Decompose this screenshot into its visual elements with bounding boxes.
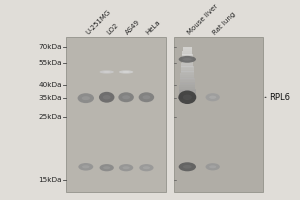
Text: 40kDa: 40kDa <box>38 82 62 88</box>
Text: AS49: AS49 <box>125 19 142 36</box>
Bar <box>181 73 194 75</box>
Bar <box>180 83 195 85</box>
Ellipse shape <box>118 92 134 102</box>
Bar <box>179 89 196 91</box>
Ellipse shape <box>122 166 130 169</box>
Ellipse shape <box>82 165 89 168</box>
Bar <box>180 75 194 77</box>
Text: Mouse liver: Mouse liver <box>186 3 219 36</box>
Bar <box>182 51 192 53</box>
Bar <box>182 58 193 60</box>
Bar <box>179 90 196 92</box>
Ellipse shape <box>103 95 111 99</box>
Bar <box>181 68 194 70</box>
Ellipse shape <box>119 70 133 74</box>
Bar <box>181 66 194 68</box>
Ellipse shape <box>119 164 133 171</box>
Ellipse shape <box>103 166 110 169</box>
Ellipse shape <box>209 96 216 99</box>
Bar <box>179 85 195 87</box>
Ellipse shape <box>143 166 150 169</box>
Bar <box>178 95 196 97</box>
Bar <box>183 47 192 49</box>
Ellipse shape <box>78 163 93 171</box>
Bar <box>182 61 193 63</box>
Bar <box>178 97 196 99</box>
Text: 35kDa: 35kDa <box>38 95 62 101</box>
Bar <box>182 53 192 55</box>
Bar <box>179 94 196 96</box>
Bar <box>180 82 195 84</box>
Ellipse shape <box>78 93 94 103</box>
Bar <box>181 65 194 67</box>
Ellipse shape <box>100 164 114 171</box>
Text: Rat lung: Rat lung <box>212 11 236 36</box>
Ellipse shape <box>209 165 216 168</box>
Text: 70kDa: 70kDa <box>38 44 62 50</box>
Text: HeLa: HeLa <box>145 19 162 36</box>
Ellipse shape <box>103 71 110 73</box>
Ellipse shape <box>82 96 90 100</box>
Ellipse shape <box>179 162 196 171</box>
Ellipse shape <box>179 56 196 63</box>
Bar <box>182 63 193 65</box>
Bar <box>66 37 166 192</box>
Ellipse shape <box>183 58 192 61</box>
Bar <box>179 92 196 94</box>
Text: 15kDa: 15kDa <box>38 177 62 183</box>
Bar <box>181 70 194 72</box>
Bar <box>180 78 195 80</box>
Ellipse shape <box>122 71 130 73</box>
Bar <box>182 56 193 58</box>
Text: RPL6: RPL6 <box>269 93 290 102</box>
Ellipse shape <box>139 164 154 171</box>
Ellipse shape <box>142 95 150 99</box>
Text: 25kDa: 25kDa <box>38 114 62 120</box>
Ellipse shape <box>99 92 115 103</box>
Text: U-251MG: U-251MG <box>85 9 112 36</box>
Bar <box>182 49 192 51</box>
Text: 55kDa: 55kDa <box>38 60 62 66</box>
Bar <box>179 87 195 89</box>
Bar <box>180 77 194 79</box>
Bar <box>180 80 195 82</box>
Ellipse shape <box>206 163 220 170</box>
Bar <box>182 59 193 61</box>
Ellipse shape <box>122 95 130 99</box>
Ellipse shape <box>183 95 192 100</box>
Text: LO2: LO2 <box>105 22 119 36</box>
Ellipse shape <box>183 165 192 169</box>
Bar <box>174 37 263 192</box>
Ellipse shape <box>206 93 220 101</box>
Ellipse shape <box>178 90 196 104</box>
Ellipse shape <box>139 92 154 102</box>
Bar <box>181 71 194 73</box>
Bar <box>182 54 193 56</box>
Ellipse shape <box>100 70 114 74</box>
